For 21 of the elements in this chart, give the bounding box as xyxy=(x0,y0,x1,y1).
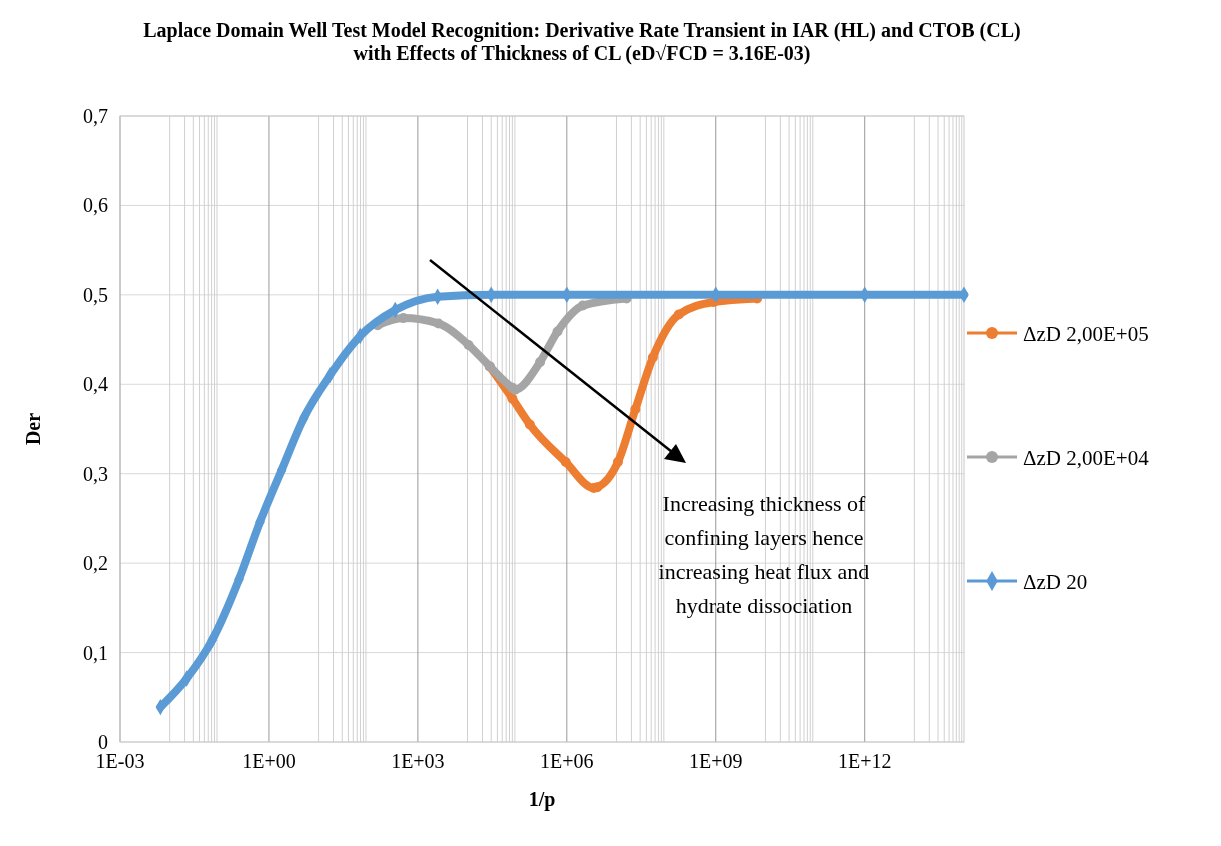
x-tick-label: 1E+03 xyxy=(391,750,445,772)
y-axis-title: Der xyxy=(22,412,44,446)
x-tick-label: 1E+06 xyxy=(540,750,594,772)
x-tick-label: 1E+12 xyxy=(837,750,892,772)
x-tick-label: 1E+00 xyxy=(242,750,296,772)
x-axis-title: 1/p xyxy=(528,788,556,811)
legend-label: ΔzD 20 xyxy=(1023,570,1088,594)
legend-label: ΔzD 2,00E+05 xyxy=(1023,322,1149,346)
y-tick-label: 0,5 xyxy=(83,283,108,306)
y-tick-label: 0,7 xyxy=(83,105,108,127)
annotation: Increasing thickness of confining layers hence increasing heat flux and hydrate dissociation xyxy=(658,491,870,618)
y-tick-label: 0,6 xyxy=(83,194,108,217)
y-tick-label: 0,4 xyxy=(83,373,108,396)
y-tick-label: 0 xyxy=(98,731,108,753)
y-tick-label: 0,1 xyxy=(83,641,108,664)
chart-title: Laplace Domain Well Test Model Recognition: Derivative Rate Transient in IAR (HL) and CTOB (CL) with Effects of Thickness of CL (eD√FCD = 3.16E-03) xyxy=(143,19,1021,65)
y-tick-label: 0,2 xyxy=(83,552,108,575)
y-tick-label: 0,3 xyxy=(83,462,108,485)
x-tick-label: 1E-03 xyxy=(95,750,145,772)
legend-label: ΔzD 2,00E+04 xyxy=(1023,446,1150,470)
x-tick-label: 1E+09 xyxy=(689,750,743,772)
